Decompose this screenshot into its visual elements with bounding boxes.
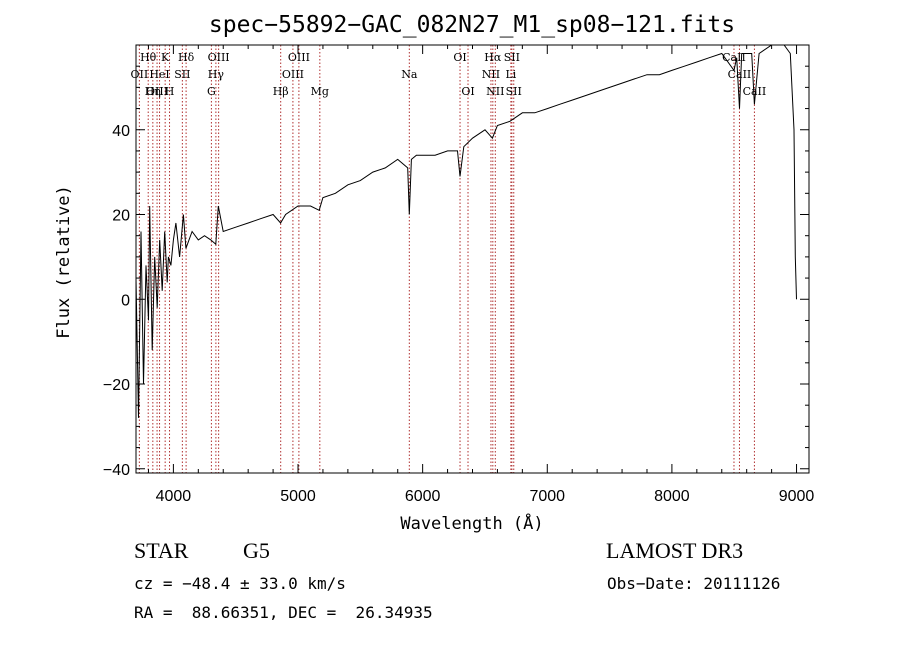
marker-label-6: H [165, 85, 175, 98]
marker-label-21: NII [486, 85, 504, 98]
marker-label-12: Hβ [273, 85, 289, 98]
x-tick-label-4: 8000 [654, 488, 690, 505]
marker-label-20: Hα [484, 51, 502, 64]
marker-label-19: NII [482, 68, 500, 81]
obs-date: Obs−Date: 20111126 [607, 574, 781, 593]
marker-label-0: Hθ [140, 51, 157, 64]
x-tick-label-1: 5000 [280, 488, 316, 505]
y-tick-label-3: 20 [112, 208, 130, 225]
x-axis-ticks: 4000 5000 6000 7000 8000 9000 [147, 45, 815, 505]
marker-label-17: OI [453, 51, 466, 64]
object-subclass: G5 [243, 538, 270, 563]
marker-label-3: Hη [145, 85, 161, 98]
x-axis-label: Wavelength (Å) [400, 512, 543, 534]
y-tick-label-1: −20 [103, 377, 130, 394]
marker-label-9: OIII [208, 51, 230, 64]
y-axis-ticks: −40 −20 0 20 40 [103, 65, 809, 479]
marker-label-16: Na [401, 68, 418, 81]
x-tick-label-2: 6000 [405, 488, 441, 505]
marker-label-8: Hδ [178, 51, 195, 64]
marker-label-14: OIII [288, 51, 310, 64]
marker-label-1: OII [131, 68, 149, 81]
plot-frame [135, 44, 810, 474]
chart-title: spec−55892−GAC_082N27_M1_sp08−121.fits [209, 12, 735, 38]
marker-label-23: SII [504, 51, 520, 64]
y-tick-label-4: 40 [112, 123, 130, 140]
marker-label-11: G [207, 85, 216, 98]
marker-label-13: OIII [282, 68, 304, 81]
object-class: STAR [134, 538, 189, 563]
marker-label-26: CaII [728, 68, 752, 81]
y-tick-label-2: 0 [121, 292, 130, 309]
spectrum-line [135, 44, 797, 418]
marker-label-10: Hγ [208, 68, 225, 81]
marker-label-27: CaII [743, 85, 767, 98]
marker-label-25: CaII [722, 51, 746, 64]
marker-label-15: Mg [311, 85, 329, 98]
x-tick-label-3: 7000 [529, 488, 565, 505]
y-axis-label: Flux (relative) [54, 185, 74, 339]
marker-label-24: SII [506, 85, 522, 98]
marker-label-22: Li [505, 68, 516, 81]
y-tick-label-0: −40 [103, 462, 130, 479]
marker-label-5: K [161, 51, 170, 64]
marker-label-18: OI [461, 85, 474, 98]
spectral-line-markers [138, 45, 755, 473]
x-tick-label-0: 4000 [156, 488, 192, 505]
x-tick-label-5: 9000 [779, 488, 815, 505]
marker-label-4: HeI [149, 68, 169, 81]
coordinates: RA = 88.66351, DEC = 26.34935 [134, 603, 433, 622]
marker-label-7: SII [174, 68, 190, 81]
marker-label-2: OIII [146, 85, 168, 98]
survey-name: LAMOST DR3 [606, 538, 744, 563]
redshift-text: cz = −48.4 ± 33.0 km/s [134, 574, 346, 593]
